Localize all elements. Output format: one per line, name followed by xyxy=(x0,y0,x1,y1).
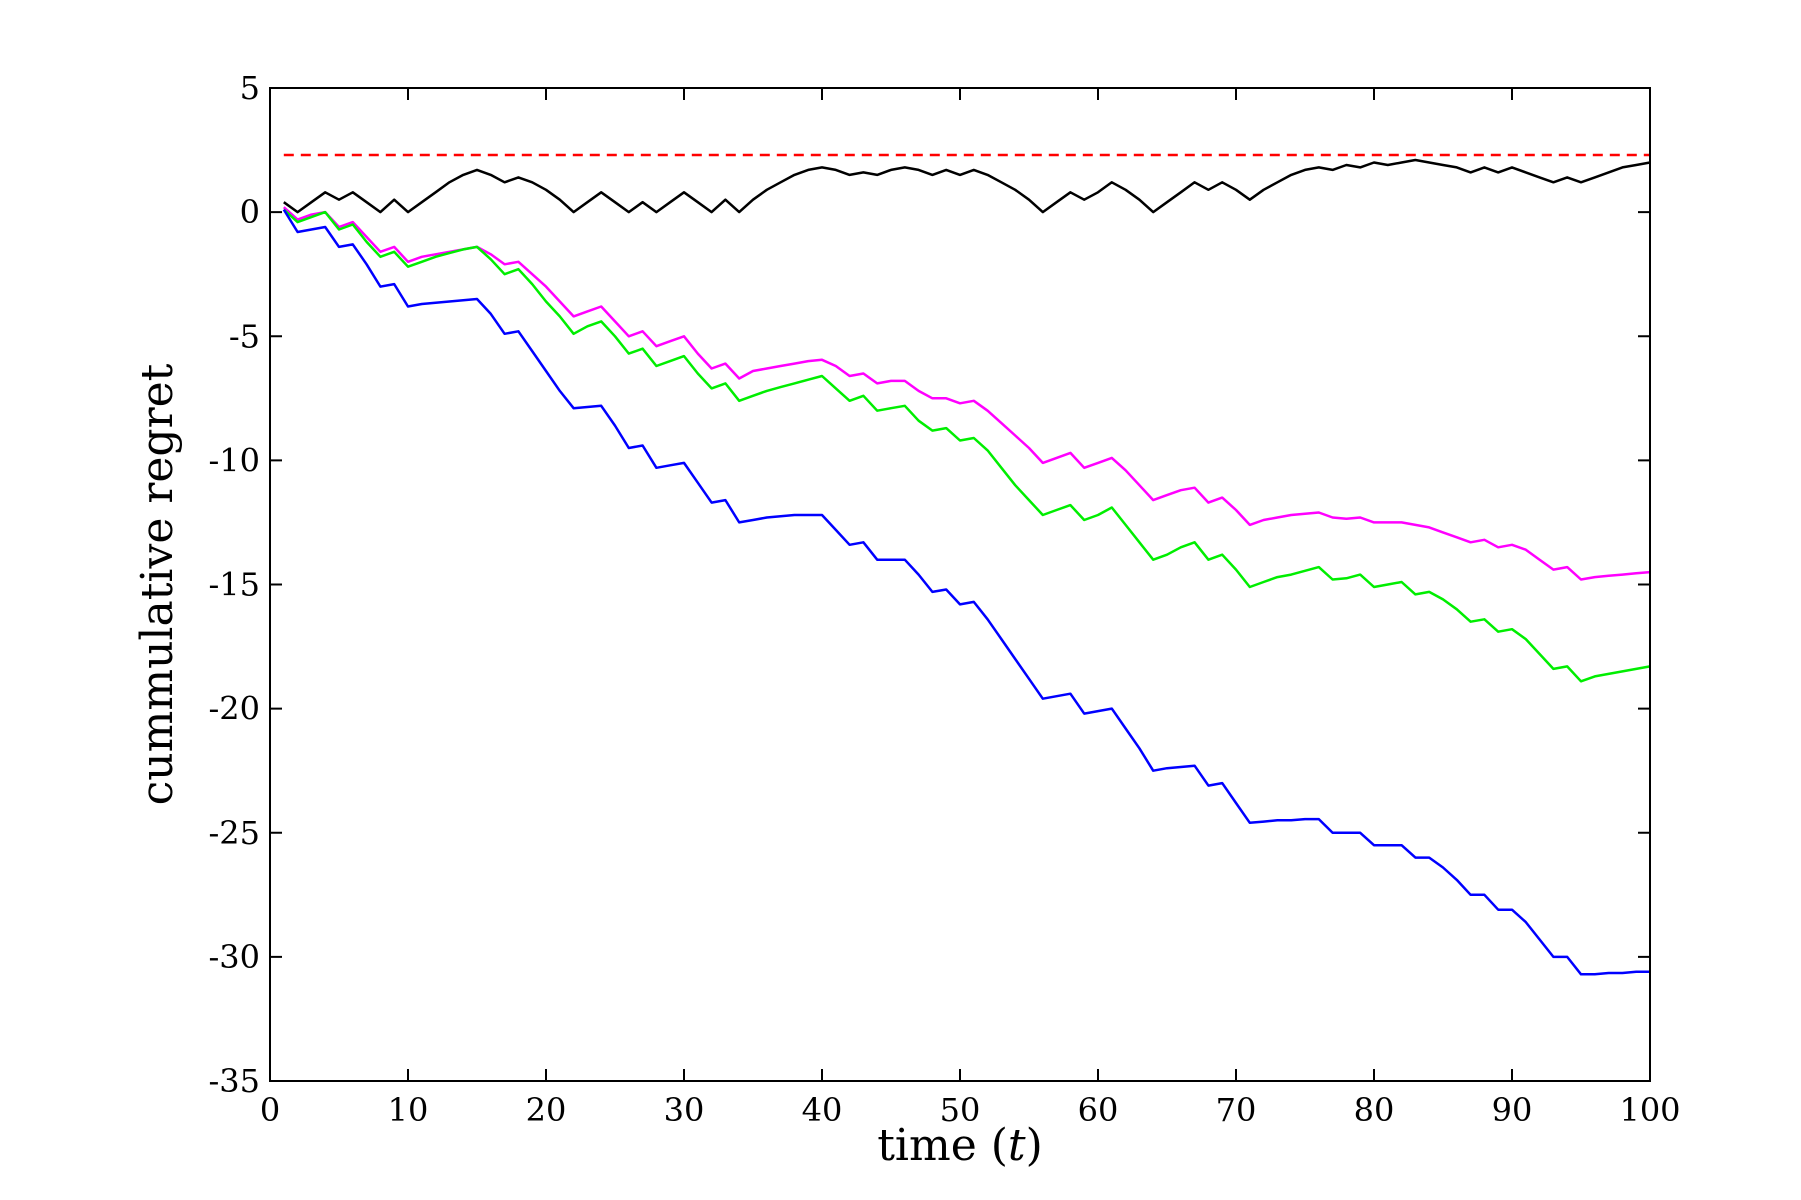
x-tick-label: 50 xyxy=(940,1091,981,1129)
x-tick-label: 30 xyxy=(664,1091,705,1129)
y-tick-label: -35 xyxy=(208,1062,260,1100)
y-tick-label: -5 xyxy=(229,317,260,355)
x-axis-label-var: t xyxy=(1008,1120,1026,1171)
series-line-1 xyxy=(283,158,1651,214)
y-tick-label: -30 xyxy=(208,938,260,976)
y-tick-label: -25 xyxy=(208,814,260,852)
x-tick-label: 20 xyxy=(526,1091,567,1129)
x-tick-label: 60 xyxy=(1078,1091,1119,1129)
x-tick-label: 40 xyxy=(802,1091,843,1129)
y-tick-label: -15 xyxy=(208,566,260,604)
tick-layer: 0 10 20 30 40 50 60 70 80 90 10050-5-10-15-20-25-3… xyxy=(208,69,1680,1129)
x-tick-label: 80 xyxy=(1354,1091,1395,1129)
x-axis-label: time (t) xyxy=(877,1120,1043,1171)
x-tick-label: 0 xyxy=(260,1091,280,1129)
x-axis-label-pre: time ( xyxy=(877,1120,1008,1171)
series-line-3 xyxy=(282,208,1651,683)
x-tick-label: 90 xyxy=(1492,1091,1533,1129)
series-line-2 xyxy=(282,206,1651,581)
y-tick-label: -10 xyxy=(208,441,260,479)
series-layer xyxy=(282,153,1651,976)
x-tick-label: 100 xyxy=(1619,1091,1680,1129)
x-axis-label-post: ) xyxy=(1026,1120,1043,1171)
x-tick-label: 10 xyxy=(388,1091,429,1129)
y-tick-label: 5 xyxy=(240,69,260,107)
x-tick-label: 70 xyxy=(1216,1091,1257,1129)
y-tick-label: 0 xyxy=(240,193,260,231)
series-line-4 xyxy=(282,208,1650,976)
y-tick-label: -20 xyxy=(208,690,260,728)
y-axis-label: cummulative regret xyxy=(132,363,183,805)
